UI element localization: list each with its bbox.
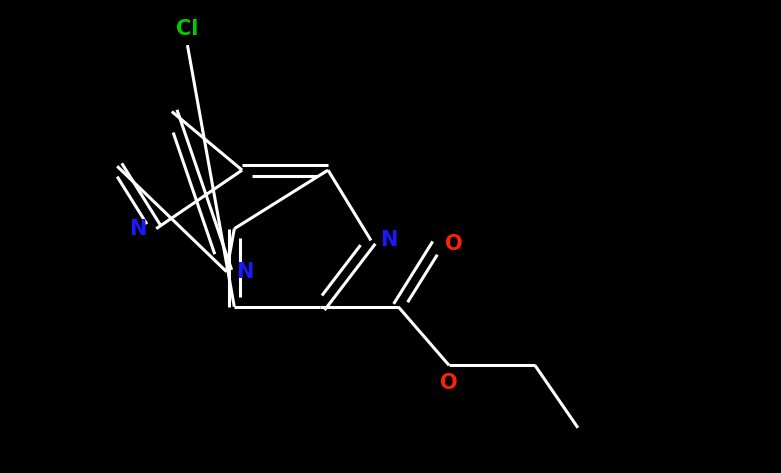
Text: O: O — [445, 234, 463, 254]
Text: N: N — [236, 262, 253, 281]
Text: Cl: Cl — [177, 19, 198, 39]
Text: O: O — [440, 373, 458, 393]
Text: N: N — [130, 219, 147, 239]
Text: N: N — [380, 230, 398, 250]
